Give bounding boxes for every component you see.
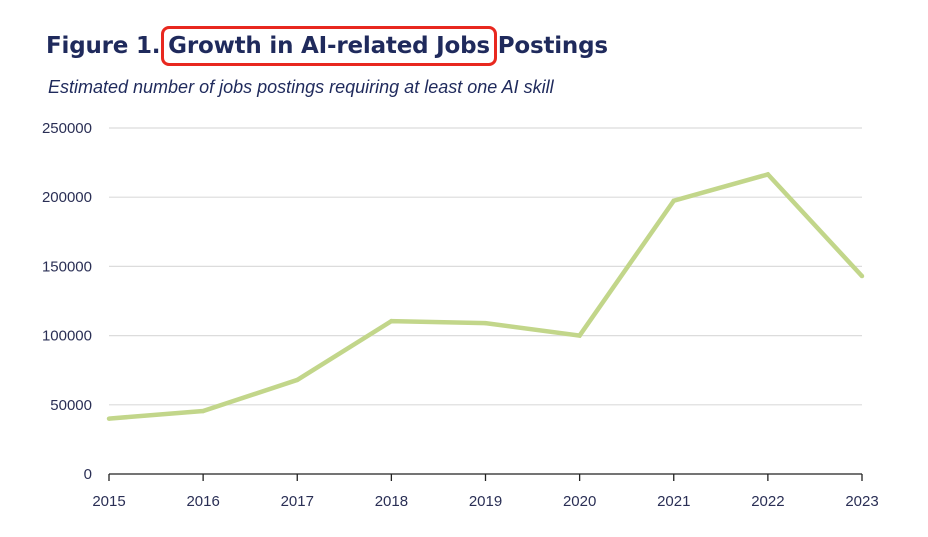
gridlines <box>109 127 862 406</box>
x-tick-label-2018: 2018 <box>375 493 408 510</box>
x-tick-label-2023: 2023 <box>845 493 878 510</box>
chart-title: Figure 1. Growth in AI-related Jobs Post… <box>46 26 608 66</box>
y-tick-label-150000: 150000 <box>42 258 92 275</box>
data-point-2019 <box>483 320 488 326</box>
y-tick-label-250000: 250000 <box>42 120 92 137</box>
data-point-2017 <box>295 377 300 383</box>
data-point-2022 <box>765 172 771 177</box>
x-tick-label-2020: 2020 <box>563 493 596 510</box>
y-tick-label-50000: 50000 <box>50 397 92 414</box>
data-point-2018 <box>389 318 394 324</box>
y-tick-label-100000: 100000 <box>42 328 92 345</box>
data-point-2016 <box>200 408 206 414</box>
y-tick-label-0: 0 <box>84 466 92 483</box>
data-point-2015 <box>106 416 112 421</box>
x-axis <box>108 473 863 481</box>
x-tick-label-2022: 2022 <box>751 493 784 510</box>
x-tick-label-2015: 2015 <box>92 493 125 510</box>
data-point-2023 <box>859 273 865 279</box>
chart-title-suffix: Postings <box>489 33 608 59</box>
x-tick-label-2016: 2016 <box>186 493 219 510</box>
series <box>106 171 865 421</box>
chart-title-prefix: Figure 1. <box>46 33 169 59</box>
x-tick-label-2017: 2017 <box>281 493 314 510</box>
y-axis-tick-labels: 0 50000 100000 150000 200000 250000 <box>42 120 92 483</box>
x-tick-label-2019: 2019 <box>469 493 502 510</box>
x-tick-label-2021: 2021 <box>657 493 690 510</box>
chart-title-highlighted: Growth in AI-related Jobs <box>161 26 497 66</box>
series-line-0 <box>108 171 864 421</box>
data-point-2021 <box>671 198 676 203</box>
x-axis-tick-labels: 2015 2016 2017 2018 2019 2020 2021 2022 2023 <box>92 493 878 510</box>
chart-subtitle: Estimated number of jobs postings requir… <box>48 77 554 97</box>
data-point-2020 <box>577 333 582 338</box>
y-tick-label-200000: 200000 <box>42 189 92 206</box>
